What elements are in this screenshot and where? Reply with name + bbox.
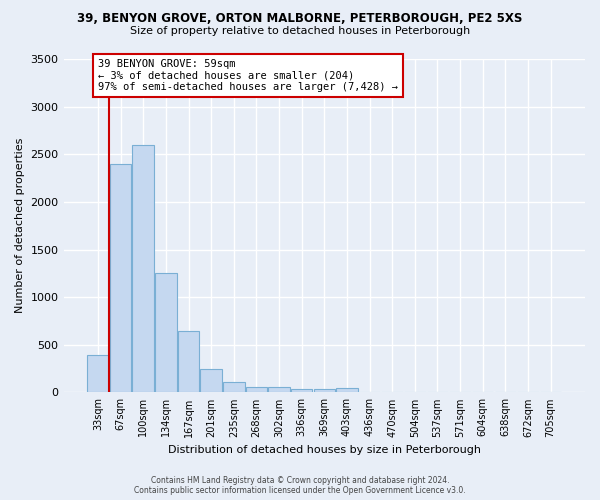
Bar (178, 332, 199, 392)
Text: Contains HM Land Registry data © Crown copyright and database right 2024.
Contai: Contains HM Land Registry data © Crown c… (134, 476, 466, 495)
Bar (336, 388, 358, 392)
Text: 39 BENYON GROVE: 59sqm
← 3% of detached houses are smaller (204)
97% of semi-det: 39 BENYON GROVE: 59sqm ← 3% of detached … (98, 59, 398, 92)
Bar (268, 387, 290, 392)
Y-axis label: Number of detached properties: Number of detached properties (15, 138, 25, 314)
Bar (200, 368, 222, 392)
Bar (155, 274, 176, 392)
Text: Size of property relative to detached houses in Peterborough: Size of property relative to detached ho… (130, 26, 470, 36)
Bar (245, 386, 267, 392)
Bar (314, 389, 335, 392)
Bar (133, 144, 154, 392)
Bar (223, 382, 245, 392)
Bar (291, 388, 313, 392)
Text: 39, BENYON GROVE, ORTON MALBORNE, PETERBOROUGH, PE2 5XS: 39, BENYON GROVE, ORTON MALBORNE, PETERB… (77, 12, 523, 26)
Bar (110, 164, 131, 392)
X-axis label: Distribution of detached houses by size in Peterborough: Distribution of detached houses by size … (168, 445, 481, 455)
Bar (87, 356, 109, 393)
